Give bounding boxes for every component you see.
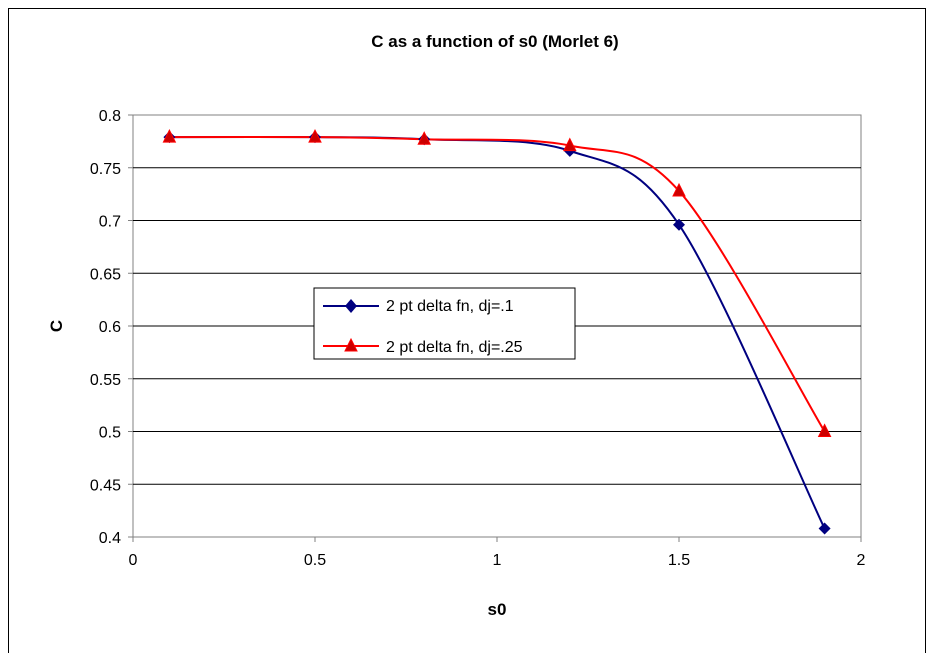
y-axis-ticks: 0.4 0.45 0.5 0.55 0.6 0.65 0.7 0.75 0.8	[90, 108, 133, 547]
data-point-series-1	[818, 522, 831, 535]
x-tick-label: 2	[857, 552, 866, 569]
y-tick-label: 0.5	[99, 425, 121, 442]
series-line-2	[169, 135, 826, 433]
series-markers	[162, 129, 832, 535]
legend: 2 pt delta fn, dj=.1 2 pt delta fn, dj=.…	[313, 287, 576, 360]
series-lines	[169, 135, 826, 529]
legend-marker-series-1	[345, 299, 357, 313]
data-point-series-2	[417, 131, 432, 145]
x-tick-label: 0.5	[304, 552, 326, 569]
gridlines	[133, 167, 861, 485]
data-point-series-2	[308, 129, 322, 143]
y-tick-label: 0.8	[99, 108, 121, 125]
data-point-series-1	[673, 218, 685, 231]
x-axis-ticks: 0 0.5 1 1.5 2	[129, 537, 866, 569]
x-tick-label: 1	[493, 552, 502, 569]
x-tick-label: 1.5	[668, 552, 690, 569]
y-tick-label: 0.7	[99, 214, 121, 231]
chart-title: C as a function of s0 (Morlet 6)	[371, 32, 618, 51]
data-point-series-2	[562, 137, 577, 152]
data-point-series-2	[672, 182, 686, 197]
y-tick-label: 0.6	[99, 319, 121, 336]
y-tick-label: 0.45	[90, 477, 121, 494]
data-point-series-2	[817, 423, 832, 437]
legend-label-series-2: 2 pt delta fn, dj=.25	[386, 339, 523, 356]
y-tick-label: 0.75	[90, 161, 121, 178]
y-tick-label: 0.4	[99, 530, 121, 547]
legend-box	[313, 287, 576, 360]
y-tick-label: 0.55	[90, 372, 121, 389]
y-tick-label: 0.65	[90, 266, 121, 283]
data-point-series-2	[162, 129, 177, 143]
legend-marker-series-2	[344, 337, 358, 352]
legend-label-series-1: 2 pt delta fn, dj=.1	[386, 298, 514, 315]
x-tick-label: 0	[129, 552, 138, 569]
x-axis-label: s0	[488, 600, 507, 619]
y-axis-label: C	[47, 320, 66, 332]
